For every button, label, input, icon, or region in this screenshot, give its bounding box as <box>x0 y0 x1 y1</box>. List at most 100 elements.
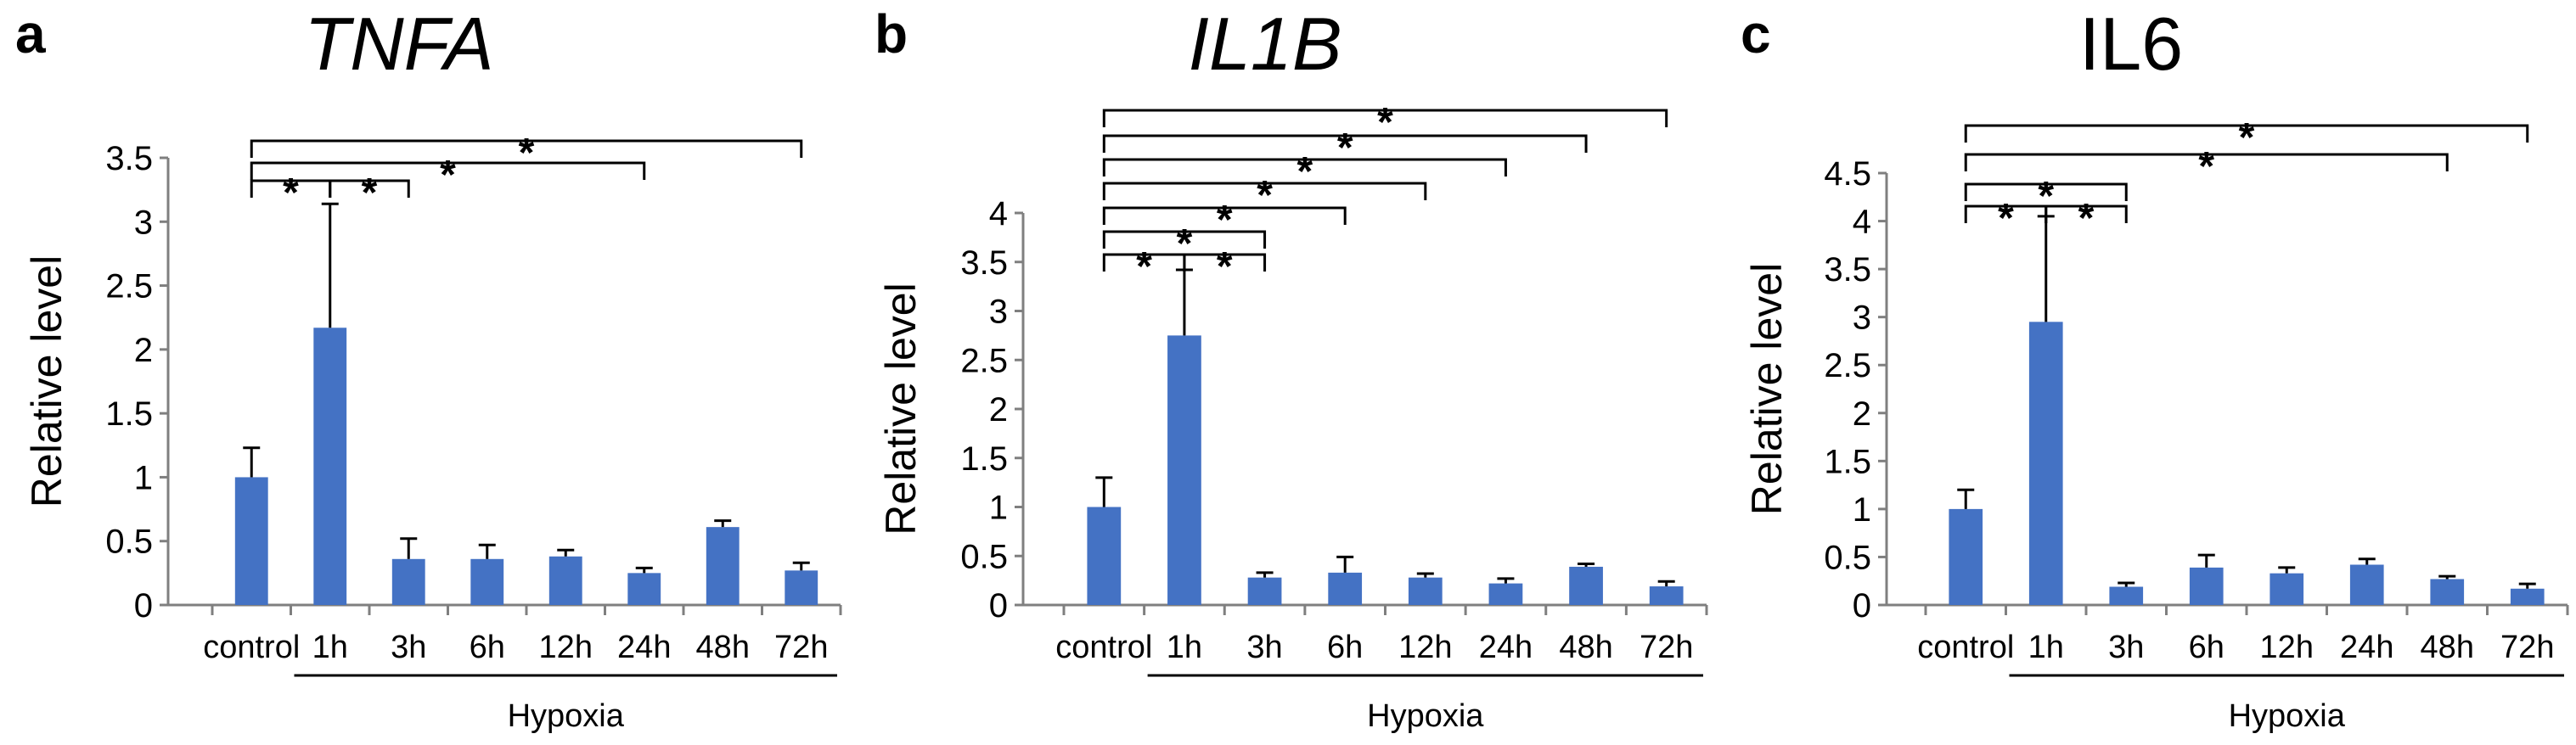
significance-bracket <box>1102 109 1668 127</box>
y-tick-label: 1 <box>989 490 1008 527</box>
x-tick-label-1h: 1h <box>312 630 348 665</box>
y-tick-label: 1 <box>134 459 153 496</box>
x-tick-label-24h: 24h <box>1479 630 1533 665</box>
x-tick-label-72h: 72h <box>2500 630 2554 665</box>
significance-bracket <box>1102 206 1347 225</box>
significance-bracket <box>250 161 646 180</box>
significance-bracket <box>1102 182 1427 200</box>
bar-1h <box>1167 335 1201 605</box>
significance-bracket <box>1964 153 2449 171</box>
x-tick-label-72h: 72h <box>1640 630 1693 665</box>
y-tick-label: 3.5 <box>960 244 1008 282</box>
y-axis-label: Relative level <box>877 283 925 535</box>
x-tick-label-12h: 12h <box>539 630 593 665</box>
group-label: Hypoxia <box>1367 698 1484 734</box>
bar-72h <box>785 570 818 605</box>
y-tick-label: 1 <box>1853 491 1871 529</box>
group-label: Hypoxia <box>2229 698 2346 734</box>
y-tick-label: 2.5 <box>960 342 1008 379</box>
x-tick-label-6h: 6h <box>2189 630 2224 665</box>
bar-72h <box>2510 588 2545 605</box>
y-tick-label: 3 <box>989 294 1008 331</box>
panel-a: a TNFA Relative level 0 0.5 1 1.5 2 2.5 3 3.5 contr… <box>15 2 842 734</box>
y-tick-label: 0 <box>134 587 153 625</box>
y-tick-label: 0 <box>1853 587 1871 625</box>
significance-star: * <box>1257 173 1273 218</box>
significance-bracket <box>2044 204 2128 223</box>
y-tick-label: 3 <box>1853 300 1871 337</box>
bar-12h <box>1408 577 1443 605</box>
significance-star: * <box>2198 144 2214 189</box>
x-tick-label-control: control <box>1055 630 1152 665</box>
significance-bracket <box>1102 230 1267 249</box>
bar-control <box>234 477 268 605</box>
significance-star: * <box>2078 196 2095 241</box>
y-tick-label: 0.5 <box>105 524 153 561</box>
y-tick-label: 2.5 <box>105 268 153 305</box>
significance-star: * <box>519 131 535 176</box>
significance-star: * <box>1337 126 1353 171</box>
y-tick-label: 2 <box>134 332 153 369</box>
bar-control <box>1949 508 1983 605</box>
panel-c: c IL6 Relative level 0 0.5 1 1.5 2 2.5 3 3.5 4 4.5 co… <box>1741 2 2569 734</box>
x-tick-label-1h: 1h <box>2028 630 2064 665</box>
panel-letter: c <box>1741 3 1771 64</box>
x-tick-label-48h: 48h <box>2421 630 2474 665</box>
bar-3h <box>2109 586 2144 605</box>
x-tick-label-1h: 1h <box>1167 630 1202 665</box>
y-axis-label: Relative level <box>23 255 70 507</box>
x-tick-label-6h: 6h <box>1327 630 1363 665</box>
bar-6h <box>2189 567 2224 605</box>
panel-letter: b <box>875 3 908 64</box>
x-tick-label-24h: 24h <box>2340 630 2393 665</box>
y-tick-label: 2 <box>1853 395 1871 433</box>
bar-48h <box>706 527 740 605</box>
bar-48h <box>2430 579 2465 605</box>
x-tick-label-3h: 3h <box>2108 630 2144 665</box>
bar-12h <box>548 556 582 605</box>
bar-3h <box>1247 577 1282 605</box>
y-axis-label: Relative level <box>1743 263 1791 515</box>
x-tick-label-24h: 24h <box>617 630 671 665</box>
significance-bracket <box>250 139 803 158</box>
y-tick-label: 2 <box>989 391 1008 429</box>
y-tick-label: 4.5 <box>1824 155 1871 193</box>
significance-star: * <box>2038 174 2054 219</box>
y-tick-label: 0.5 <box>1824 539 1871 576</box>
y-tick-label: 3 <box>134 204 153 241</box>
bar-48h <box>1569 566 1603 605</box>
significance-star: * <box>2239 115 2255 160</box>
x-tick-label-6h: 6h <box>470 630 505 665</box>
bar-24h <box>627 573 661 605</box>
x-tick-label-control: control <box>203 630 300 665</box>
significance-star: * <box>283 171 299 216</box>
significance-bracket <box>1964 124 2529 143</box>
significance-bracket <box>1964 182 2128 201</box>
x-tick-label-48h: 48h <box>696 630 750 665</box>
x-tick-label-control: control <box>1917 630 2014 665</box>
y-tick-label: 1.5 <box>105 395 153 433</box>
significance-star: * <box>1177 221 1193 266</box>
x-tick-label-12h: 12h <box>1398 630 1452 665</box>
significance-bracket <box>1102 158 1507 176</box>
bar-24h <box>1488 583 1523 605</box>
significance-star: * <box>1136 244 1152 289</box>
bar-6h <box>1328 572 1363 605</box>
bar-1h <box>2028 322 2063 605</box>
bar-control <box>1087 507 1122 605</box>
significance-bracket <box>1102 134 1588 153</box>
chart-title: IL6 <box>2079 2 2183 86</box>
significance-star: * <box>1217 244 1233 289</box>
significance-star: * <box>1217 198 1233 243</box>
significance-bracket <box>1183 253 1267 272</box>
x-tick-label-48h: 48h <box>1559 630 1612 665</box>
bar-6h <box>470 558 504 605</box>
bar-1h <box>313 328 347 605</box>
y-tick-label: 3.5 <box>105 140 153 177</box>
significance-star: * <box>440 153 456 198</box>
significance-star: * <box>1377 100 1393 145</box>
group-label: Hypoxia <box>508 698 625 734</box>
y-tick-label: 4 <box>1853 204 1871 241</box>
y-tick-label: 0 <box>989 587 1008 625</box>
